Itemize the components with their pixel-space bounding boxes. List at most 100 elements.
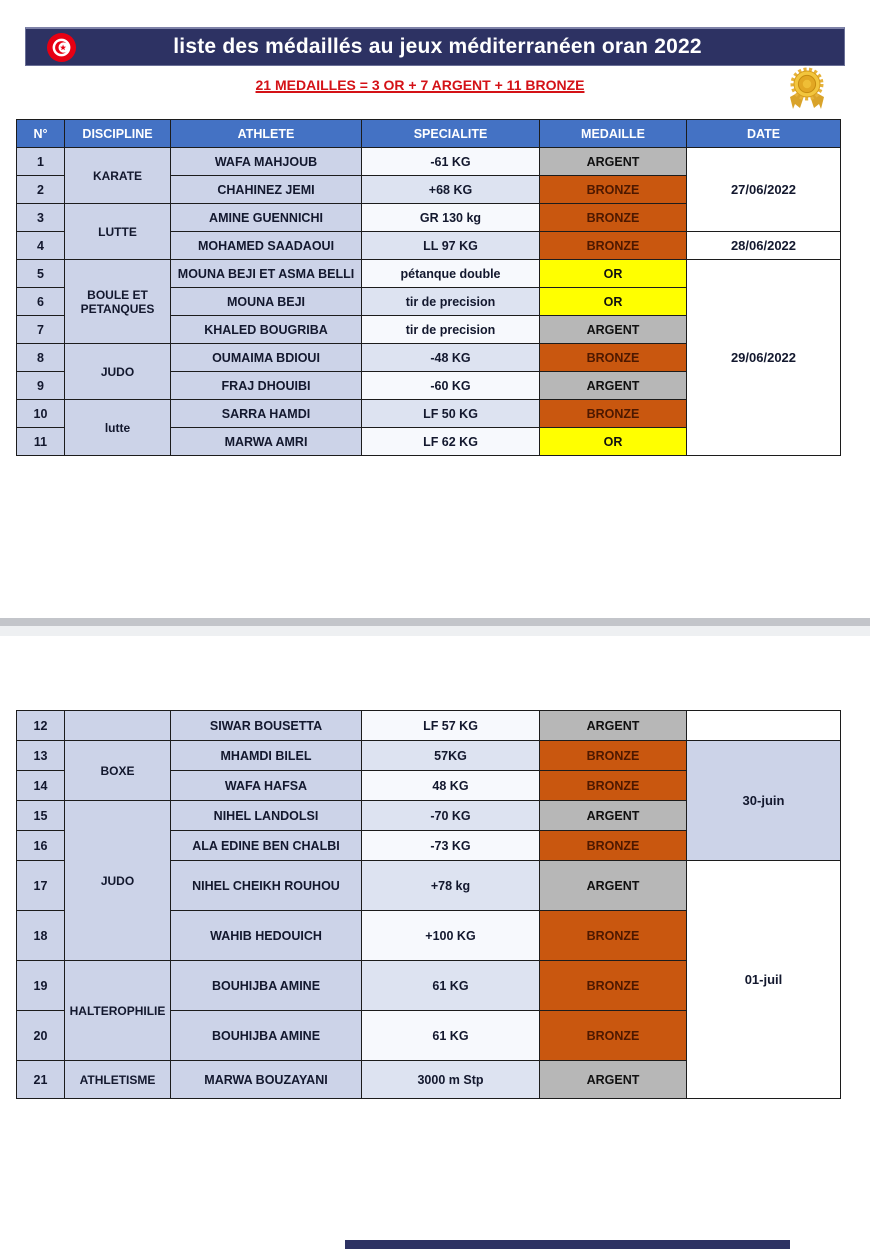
- cell-number: 8: [16, 343, 65, 372]
- cell-number: 5: [16, 259, 65, 288]
- column-header: N°: [16, 119, 65, 148]
- table-row: 4 MOHAMED SAADAOUI LL 97 KG BRONZE 28/06/202…: [16, 231, 841, 260]
- cell-specialite: LF 50 KG: [361, 399, 540, 428]
- cell-athlete: FRAJ DHOUIBI: [170, 371, 362, 400]
- cell-medaille: BRONZE: [539, 770, 687, 801]
- table-row: 3 LUTTE AMINE GUENNICHI GR 130 kg BRONZE: [16, 203, 841, 260]
- table-row: 19 HALTEROPHILIE BOUHIJBA AMINE 61 KG BRONZE: [16, 960, 841, 1061]
- cell-athlete: MOUNA BEJI: [170, 287, 362, 316]
- cell-medaille: ARGENT: [539, 1060, 687, 1099]
- cell-medaille: ARGENT: [539, 315, 687, 344]
- cell-medaille: BRONZE: [539, 231, 687, 260]
- cell-specialite: 48 KG: [361, 770, 540, 801]
- cell-athlete: CHAHINEZ JEMI: [170, 175, 362, 204]
- column-header: SPECIALITE: [361, 119, 540, 148]
- column-header: ATHLETE: [170, 119, 362, 148]
- cell-specialite: -60 KG: [361, 371, 540, 400]
- cell-discipline: KARATE: [64, 147, 171, 204]
- cell-number: 12: [16, 710, 65, 741]
- cell-number: 10: [16, 399, 65, 428]
- cell-number: 1: [16, 147, 65, 176]
- cell-specialite: 57KG: [361, 740, 540, 771]
- cell-medaille: ARGENT: [539, 710, 687, 741]
- cell-discipline: LUTTE: [64, 203, 171, 260]
- cell-discipline: HALTEROPHILIE: [64, 960, 171, 1061]
- cell-specialite: +100 KG: [361, 910, 540, 961]
- cell-medaille: BRONZE: [539, 1010, 687, 1061]
- cell-number: 18: [16, 910, 65, 961]
- cell-athlete: SIWAR BOUSETTA: [170, 710, 362, 741]
- cell-specialite: tir de precision: [361, 315, 540, 344]
- cell-specialite: LF 62 KG: [361, 427, 540, 456]
- cell-specialite: +68 KG: [361, 175, 540, 204]
- cell-discipline: JUDO: [64, 343, 171, 400]
- cell-medaille: ARGENT: [539, 371, 687, 400]
- table-header-row: N° DISCIPLINE ATHLETE SPECIALITE MEDAILLE DAT…: [16, 119, 841, 148]
- cell-specialite: pétanque double: [361, 259, 540, 288]
- cell-date: 29/06/2022: [686, 259, 841, 456]
- cell-specialite: 3000 m Stp: [361, 1060, 540, 1099]
- table-row: 1 KARATE WAFA MAHJOUB -61 KG ARGENT 27/06/202…: [16, 147, 841, 232]
- cell-athlete: WAHIB HEDOUICH: [170, 910, 362, 961]
- cell-athlete: KHALED BOUGRIBA: [170, 315, 362, 344]
- column-header: DISCIPLINE: [64, 119, 171, 148]
- cell-number: 20: [16, 1010, 65, 1061]
- cell-athlete: NIHEL LANDOLSI: [170, 800, 362, 831]
- medal-table-page-1: N° DISCIPLINE ATHLETE SPECIALITE MEDAILLE DAT…: [16, 119, 841, 456]
- cell-number: 9: [16, 371, 65, 400]
- cell-specialite: -61 KG: [361, 147, 540, 176]
- cell-date: 01-juil: [686, 860, 841, 1099]
- cell-discipline: lutte: [64, 399, 171, 456]
- cell-athlete: BOUHIJBA AMINE: [170, 960, 362, 1011]
- page-break-separator: [0, 618, 870, 640]
- cell-medaille: OR: [539, 427, 687, 456]
- cell-number: 11: [16, 427, 65, 456]
- medal-table-page-2: 12 SIWAR BOUSETTA LF 57 KG ARGENT 13 BOXE MHAM…: [16, 710, 841, 1099]
- cell-number: 14: [16, 770, 65, 801]
- cell-medaille: BRONZE: [539, 740, 687, 771]
- table-row: 12 SIWAR BOUSETTA LF 57 KG ARGENT: [16, 710, 841, 741]
- cell-number: 17: [16, 860, 65, 911]
- cell-date: [686, 710, 841, 741]
- cell-athlete: WAFA HAFSA: [170, 770, 362, 801]
- cell-discipline: BOULE ET PETANQUES: [64, 259, 171, 344]
- cell-number: 7: [16, 315, 65, 344]
- cell-athlete: NIHEL CHEIKH ROUHOU: [170, 860, 362, 911]
- cell-medaille: ARGENT: [539, 860, 687, 911]
- cell-number: 2: [16, 175, 65, 204]
- cell-date: 28/06/2022: [686, 231, 841, 260]
- table-row: 8 JUDO OUMAIMA BDIOUI -48 KG BRONZE: [16, 343, 841, 400]
- cell-medaille: BRONZE: [539, 203, 687, 232]
- cell-specialite: tir de precision: [361, 287, 540, 316]
- medal-summary: 21 MEDAILLES = 3 OR + 7 ARGENT + 11 BRON…: [255, 77, 585, 93]
- cell-number: 3: [16, 203, 65, 232]
- cell-medaille: BRONZE: [539, 343, 687, 372]
- cell-number: 19: [16, 960, 65, 1011]
- table-row: 10 lutte SARRA HAMDI LF 50 KG BRONZE: [16, 399, 841, 456]
- cell-medaille: BRONZE: [539, 830, 687, 861]
- cell-athlete: WAFA MAHJOUB: [170, 147, 362, 176]
- cell-athlete: BOUHIJBA AMINE: [170, 1010, 362, 1061]
- table-row: 6 MOUNA BEJI tir de precision OR: [16, 287, 841, 316]
- cell-athlete: AMINE GUENNICHI: [170, 203, 362, 232]
- cell-athlete: MOHAMED SAADAOUI: [170, 231, 362, 260]
- cell-number: 13: [16, 740, 65, 771]
- cell-specialite: 61 KG: [361, 1010, 540, 1061]
- cell-discipline: JUDO: [64, 800, 171, 961]
- next-page-banner-sliver: [345, 1240, 790, 1249]
- cell-athlete: MOUNA BEJI ET ASMA BELLI: [170, 259, 362, 288]
- cell-date: 27/06/2022: [686, 147, 841, 232]
- column-header: MEDAILLE: [539, 119, 687, 148]
- cell-specialite: -70 KG: [361, 800, 540, 831]
- table-row: 21 ATHLETISME MARWA BOUZAYANI 3000 m Stp ARG…: [16, 1060, 841, 1099]
- cell-date: 30-juin: [686, 740, 841, 861]
- cell-medaille: BRONZE: [539, 399, 687, 428]
- cell-number: 15: [16, 800, 65, 831]
- table-row: 5 BOULE ET PETANQUES MOUNA BEJI ET ASMA BE…: [16, 259, 841, 456]
- cell-specialite: GR 130 kg: [361, 203, 540, 232]
- cell-athlete: SARRA HAMDI: [170, 399, 362, 428]
- cell-specialite: 61 KG: [361, 960, 540, 1011]
- cell-number: 6: [16, 287, 65, 316]
- cell-discipline: [64, 710, 171, 741]
